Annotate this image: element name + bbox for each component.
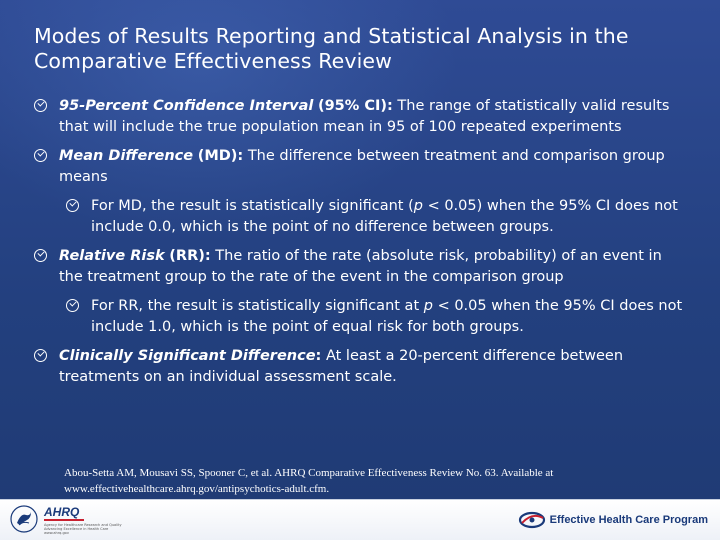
citation: Abou-Setta AM, Mousavi SS, Spooner C, et…: [64, 467, 554, 495]
bullet-text: The range of statistically valid results…: [59, 98, 670, 135]
bullet-term: 95-Percent Confidence Interval: [59, 98, 314, 114]
p-value-symbol: p: [423, 298, 433, 314]
program-name: Effective Health Care Program: [549, 514, 708, 526]
bullet-text: The ratio of the rate (absolute risk, pr…: [59, 248, 662, 285]
footer-bar: AHRQ Agency for Healthcare Research and …: [0, 499, 720, 540]
sub-bullet-text-part2: < 0.05) when the 95% CI does not include…: [91, 198, 678, 235]
bullet-confidence-interval: 95-Percent Confidence Interval (95% CI):…: [34, 96, 690, 138]
bullet-abbr: (MD):: [197, 148, 244, 164]
swirl-logo-icon: [518, 511, 545, 529]
hhs-eagle-logo-icon: [10, 505, 38, 533]
bullet-abbr: (95% CI):: [317, 98, 393, 114]
clock-bullet-icon: [34, 249, 47, 262]
ahrq-underline: [44, 519, 84, 521]
clock-bullet-icon: [34, 349, 47, 362]
clock-bullet-icon: [66, 199, 79, 212]
ahrq-logo: AHRQ Agency for Healthcare Research and …: [44, 505, 134, 535]
ahrq-wordmark: AHRQ: [44, 505, 80, 519]
ahrq-tagline-2: Advancing Excellence in Health Care: [44, 527, 109, 531]
sub-bullet-rr-significance: For RR, the result is statistically sign…: [66, 296, 690, 338]
clock-bullet-icon: [66, 299, 79, 312]
clock-bullet-icon: [34, 99, 47, 112]
bullet-mean-difference: Mean Difference (MD): The difference bet…: [34, 146, 690, 188]
bullet-list: 95-Percent Confidence Interval (95% CI):…: [34, 96, 690, 396]
bullet-abbr: :: [315, 348, 322, 364]
bullet-text: At least a 20-percent difference between…: [59, 348, 624, 385]
p-value-symbol: p: [413, 198, 423, 214]
bullet-clinically-significant: Clinically Significant Difference: At le…: [34, 346, 690, 388]
bullet-abbr: (RR):: [169, 248, 211, 264]
bullet-term: Relative Risk: [59, 248, 165, 264]
sub-bullet-text-part1: For MD, the result is statistically sign…: [91, 198, 414, 214]
sub-bullet-text-part1: For RR, the result is statistically sign…: [91, 298, 424, 314]
slide-title: Modes of Results Reporting and Statistic…: [34, 24, 629, 73]
clock-bullet-icon: [34, 149, 47, 162]
bullet-text: The difference between treatment and com…: [59, 148, 665, 185]
sub-bullet-text-part2: < 0.05 when the 95% CI does not include …: [91, 298, 683, 335]
ahrq-tagline: Agency for Healthcare Research and Quali…: [44, 523, 122, 527]
ahrq-url: www.ahrq.gov: [44, 531, 69, 535]
effective-health-care-logo: Effective Health Care Program: [518, 509, 708, 531]
bullet-term: Clinically Significant Difference: [59, 348, 316, 364]
sub-bullet-md-significance: For MD, the result is statistically sign…: [66, 196, 690, 238]
bullet-relative-risk: Relative Risk (RR): The ratio of the rat…: [34, 246, 690, 288]
bullet-term: Mean Difference: [59, 148, 194, 164]
